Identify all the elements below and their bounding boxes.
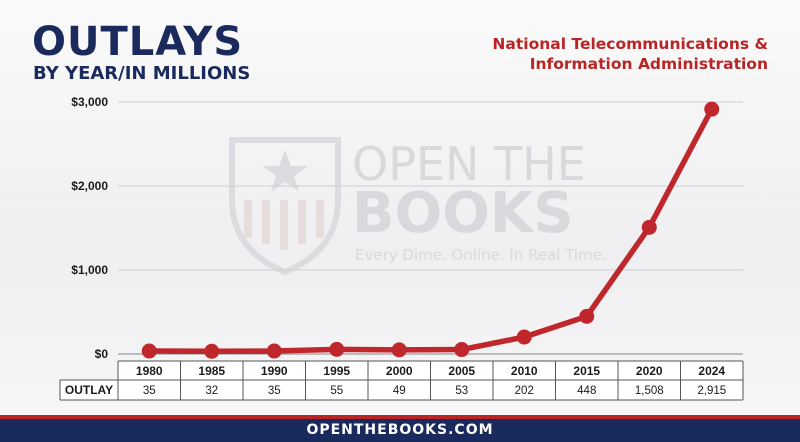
table-value: 2,915 — [697, 385, 726, 397]
watermark-stripe — [298, 200, 306, 244]
y-tick-label: $1,000 — [71, 263, 108, 277]
y-axis-ticks: $0 $1,000 $2,000 $3,000 — [71, 95, 108, 361]
chart-title: OUTLAYS — [32, 19, 244, 65]
data-point — [641, 219, 657, 235]
x-tick-label: 1980 — [136, 364, 163, 378]
x-tick-label: 1990 — [261, 364, 288, 378]
table-value: 35 — [143, 385, 156, 397]
x-tick-label: 2015 — [573, 364, 600, 378]
x-tick-label: 2005 — [448, 364, 475, 378]
table-value: 55 — [330, 385, 343, 397]
x-tick-label: 2024 — [698, 364, 725, 378]
agency-name-line2: Information Administration — [529, 55, 768, 73]
data-point — [141, 343, 157, 359]
chart-subtitle: BY YEAR/IN MILLIONS — [33, 63, 251, 84]
x-tick-label: 2010 — [511, 364, 538, 378]
data-point — [329, 341, 345, 357]
x-tick-label: 2000 — [386, 364, 413, 378]
table-value: 448 — [577, 385, 596, 397]
watermark-stripe — [262, 200, 270, 244]
table-value: 35 — [268, 385, 281, 397]
x-tick-label: 2020 — [636, 364, 663, 378]
table-row-label: OUTLAY — [65, 383, 113, 397]
data-point — [391, 342, 407, 358]
series-outlay — [141, 101, 720, 359]
data-table: OUTLAY 1980 35 1985 32 1990 35 1995 55 2000 49 2005… — [59, 360, 744, 401]
data-point — [266, 343, 282, 359]
watermark-shield-icon — [229, 137, 341, 276]
agency-name-line1: National Telecommunications & — [492, 35, 768, 53]
data-point — [204, 343, 220, 359]
y-tick-label: $2,000 — [71, 179, 108, 193]
watermark-line2: BOOKS — [352, 181, 574, 246]
table-value: 53 — [455, 385, 468, 397]
y-tick-label: $0 — [95, 347, 109, 361]
data-point — [704, 101, 720, 117]
table-value: 202 — [515, 385, 534, 397]
series-line — [146, 106, 715, 355]
x-tick-label: 1985 — [198, 364, 225, 378]
agency-name: National Telecommunications & Informatio… — [438, 34, 768, 74]
data-point — [579, 308, 595, 324]
watermark-stripe — [316, 200, 324, 238]
footer-url[interactable]: OPENTHEBOOKS.COM — [0, 415, 800, 442]
table-row-bg — [60, 380, 743, 400]
table-value: 32 — [205, 385, 218, 397]
watermark-stripe — [244, 200, 252, 238]
watermark-line1: OPEN THE — [352, 137, 586, 191]
data-point — [454, 342, 470, 358]
watermark-star-icon — [262, 150, 308, 192]
watermark-tagline: Every Dime. Online. In Real Time. — [355, 246, 607, 264]
table-value: 1,508 — [635, 385, 664, 397]
x-tick-label: 1995 — [323, 364, 350, 378]
table-value: 49 — [393, 385, 406, 397]
data-point — [516, 329, 532, 345]
y-tick-label: $3,000 — [71, 95, 108, 109]
watermark-stripe — [280, 200, 288, 250]
